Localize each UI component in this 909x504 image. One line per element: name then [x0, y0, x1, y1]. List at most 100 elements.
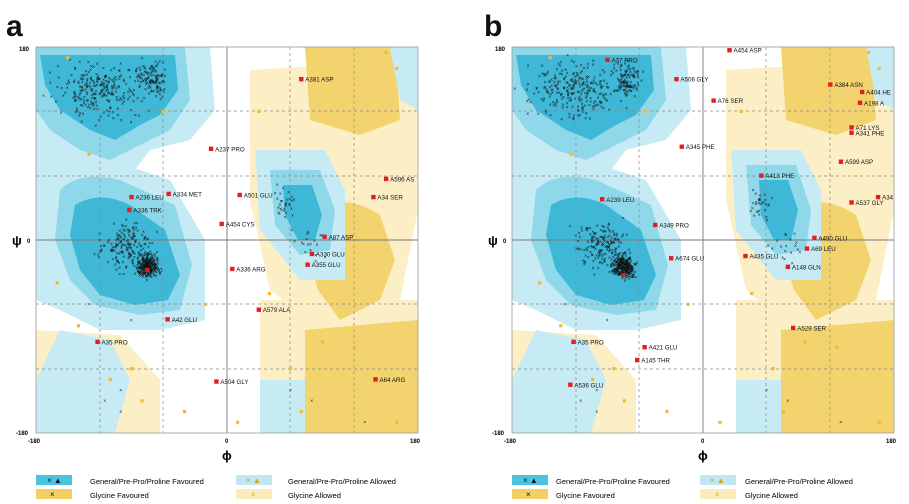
svg-text:×: × — [715, 490, 720, 499]
residue-point: × — [581, 109, 584, 115]
residue-point: × — [548, 85, 551, 91]
residue-point: × — [576, 90, 579, 96]
residue-point: × — [594, 81, 597, 87]
residue-point: × — [108, 100, 111, 106]
residue-point: × — [86, 79, 89, 85]
residue-point: × — [767, 244, 770, 250]
legend-a-item-glycine-favoured: × Glycine Favoured — [36, 489, 149, 500]
residue-point: × — [577, 247, 580, 253]
outlier-marker — [373, 377, 378, 382]
residue-point: × — [122, 255, 125, 261]
residue-point: × — [535, 86, 538, 92]
outlier-marker — [785, 264, 791, 270]
residue-point: × — [115, 245, 118, 251]
residue-point: × — [628, 75, 631, 81]
outlier-marker — [679, 144, 684, 149]
residue-point: × — [560, 72, 563, 78]
residue-point: × — [113, 248, 116, 254]
residue-point: × — [98, 238, 101, 244]
residue-point: × — [285, 198, 288, 204]
residue-point: × — [562, 95, 565, 101]
residue-point: × — [119, 388, 122, 394]
residue-point: × — [155, 94, 158, 100]
residue-point: × — [75, 110, 78, 116]
residue-point: × — [289, 388, 292, 394]
residue-point: × — [633, 75, 636, 81]
residue-point: × — [127, 233, 130, 239]
residue-point: × — [132, 226, 135, 232]
residue-point: × — [147, 260, 150, 266]
residue-point: × — [158, 92, 161, 98]
residue-point: × — [144, 79, 147, 85]
residue-point: × — [549, 103, 552, 109]
outlier-marker — [299, 76, 304, 82]
residue-point: × — [616, 88, 619, 94]
residue-point: × — [627, 257, 630, 263]
residue-point: × — [613, 263, 616, 269]
residue-point: × — [572, 116, 575, 122]
residue-point: × — [617, 237, 620, 243]
residue-point: × — [619, 272, 622, 278]
glycine-point — [267, 292, 272, 296]
residue-point: × — [146, 259, 149, 265]
residue-point: × — [143, 258, 146, 264]
residue-point: × — [127, 90, 130, 96]
residue-point: × — [111, 248, 114, 254]
residue-point: × — [152, 79, 155, 85]
residue-point: × — [557, 61, 560, 67]
outlier-label: A236 LEU — [136, 195, 164, 202]
residue-point: × — [139, 252, 142, 258]
residue-point: × — [150, 258, 153, 264]
residue-point: × — [558, 90, 561, 96]
residue-point: × — [611, 71, 614, 77]
residue-point: × — [556, 79, 559, 85]
residue-point: × — [116, 237, 119, 243]
residue-point: × — [122, 237, 125, 243]
residue-point: × — [575, 247, 578, 253]
residue-point: × — [755, 200, 758, 206]
residue-point: × — [90, 102, 93, 108]
residue-point: × — [621, 264, 624, 270]
residue-point: × — [632, 266, 635, 272]
residue-point: × — [145, 261, 148, 267]
residue-point: × — [80, 77, 83, 83]
residue-point: × — [634, 263, 637, 269]
residue-point: × — [621, 74, 624, 80]
residue-point: × — [91, 101, 94, 107]
residue-point: × — [598, 251, 601, 257]
residue-point: × — [618, 78, 621, 84]
residue-point: × — [140, 248, 143, 254]
residue-point: × — [152, 73, 155, 79]
residue-point: × — [551, 100, 554, 106]
residue-point: × — [131, 261, 134, 267]
residue-point: × — [559, 71, 562, 77]
residue-point: × — [84, 102, 87, 108]
residue-point: × — [133, 264, 136, 270]
panel-b-x-axis-label: ϕ — [698, 448, 708, 463]
residue-point: × — [100, 244, 103, 250]
residue-point: × — [622, 267, 625, 273]
residue-point: × — [540, 97, 543, 103]
residue-point: × — [125, 264, 128, 270]
residue-point: × — [593, 101, 596, 107]
residue-point: × — [765, 202, 768, 208]
residue-point: × — [554, 101, 557, 107]
residue-point: × — [550, 83, 553, 89]
residue-point: × — [600, 249, 603, 255]
residue-point: × — [156, 257, 159, 263]
residue-point: × — [592, 89, 595, 95]
outlier-marker — [166, 191, 171, 197]
residue-point: × — [102, 88, 105, 94]
residue-point: × — [610, 262, 613, 268]
residue-point: × — [92, 79, 95, 85]
residue-point: × — [137, 265, 140, 271]
residue-point: × — [625, 262, 628, 268]
residue-point: × — [324, 255, 327, 261]
glycine-point — [665, 409, 669, 414]
residue-point: × — [629, 270, 632, 276]
residue-point: × — [767, 202, 770, 208]
residue-point: × — [617, 265, 620, 271]
residue-point: × — [544, 72, 547, 78]
residue-point: × — [150, 268, 153, 274]
residue-point: × — [96, 77, 99, 83]
